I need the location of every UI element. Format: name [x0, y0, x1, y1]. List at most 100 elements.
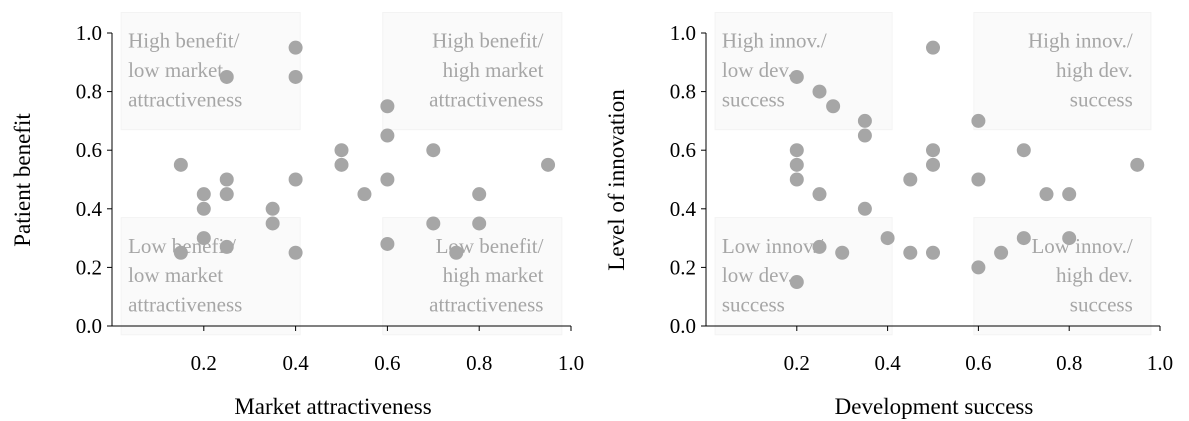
y-tick-label: 0.0 — [76, 314, 102, 338]
scatter-point — [903, 172, 918, 187]
quadrant-label: low market — [128, 58, 223, 82]
scatter-point — [196, 201, 211, 216]
scatter-point — [173, 157, 188, 172]
quadrant-label: low market — [128, 263, 223, 287]
scatter-point — [789, 69, 804, 84]
quadrant-box — [973, 11, 1152, 131]
scatter-point — [173, 245, 188, 260]
y-tick-label: 0.8 — [670, 80, 696, 104]
scatter-point — [789, 143, 804, 158]
quadrant-label: attractiveness — [128, 292, 242, 316]
scatter-point — [1062, 231, 1077, 246]
scatter-point — [812, 187, 827, 202]
scatter-point — [288, 172, 303, 187]
scatter-point — [1062, 187, 1077, 202]
y-tick-label: 0.6 — [670, 138, 696, 162]
x-tick-label: 0.8 — [466, 351, 492, 375]
scatter-point — [1016, 231, 1031, 246]
scatter-point — [926, 143, 940, 158]
quadrant-label: attractiveness — [429, 87, 543, 111]
x-axis-title: Development success — [835, 394, 1034, 419]
quadrant-box — [120, 11, 301, 131]
scatter-point — [857, 128, 872, 143]
quadrant-label: low dev. — [722, 263, 793, 287]
scatter-point — [380, 99, 395, 114]
scatter-point — [826, 99, 841, 114]
scatter-point — [219, 187, 234, 202]
quadrant-label: High innov./ — [1028, 29, 1133, 53]
scatter-point — [994, 245, 1009, 260]
y-tick-label: 0.4 — [76, 197, 103, 221]
scatter-point — [334, 157, 349, 172]
scatter-point — [857, 113, 872, 128]
scatter-point — [196, 187, 211, 202]
quadrant-label: high dev. — [1056, 58, 1133, 82]
x-tick-label: 1.0 — [558, 351, 584, 375]
scatter-point — [789, 172, 804, 187]
quadrant-box — [714, 11, 893, 131]
scatter-point — [472, 216, 487, 231]
x-tick-label: 0.6 — [374, 351, 400, 375]
quadrant-label: Low innov./ — [1031, 234, 1132, 258]
scatter-point — [426, 216, 441, 231]
scatter-point — [1130, 157, 1145, 172]
scatter-point — [265, 216, 280, 231]
scatter-point — [288, 69, 303, 84]
quadrant-label: attractiveness — [429, 292, 543, 316]
scatter-point — [219, 239, 234, 254]
y-tick-label: 1.0 — [76, 21, 102, 45]
scatter-point — [789, 157, 804, 172]
scatter-point — [835, 245, 850, 260]
x-axis-title: Market attractiveness — [234, 394, 431, 419]
scatter-point — [812, 84, 827, 99]
quadrant-label: success — [722, 87, 785, 111]
scatter-point — [196, 231, 211, 246]
quadrant-label: High benefit/ — [432, 29, 544, 53]
scatter-point — [219, 172, 234, 187]
scatter-point — [926, 40, 940, 55]
scatter-point — [357, 187, 372, 202]
scatter-point — [812, 239, 827, 254]
scatter-point — [926, 245, 940, 260]
quadrant-label: High benefit/ — [128, 29, 240, 53]
y-axis-title: Level of innovation — [604, 89, 629, 271]
y-tick-label: 0.2 — [76, 255, 102, 279]
scatter-point — [1039, 187, 1054, 202]
scatter-point — [265, 201, 280, 216]
y-tick-label: 0.8 — [76, 80, 102, 104]
quadrant-label: Low innov./ — [722, 234, 823, 258]
scatter-point — [880, 231, 895, 246]
quadrant-label: success — [1070, 292, 1133, 316]
y-tick-label: 0.4 — [670, 197, 697, 221]
quadrant-label: high market — [443, 58, 544, 82]
x-tick-label: 0.2 — [784, 351, 810, 375]
scatter-point — [903, 245, 918, 260]
scatter-point — [380, 172, 395, 187]
chart-panel-2: High innov./ low dev. success High innov./ h… — [604, 11, 1173, 419]
quadrant-label: High innov./ — [722, 29, 827, 53]
quadrant-box — [382, 217, 563, 336]
quadrant-label: low dev. — [722, 58, 793, 82]
chart-panel-1: High benefit/low market attractiveness Hig… — [10, 11, 584, 419]
scatter-point — [789, 275, 804, 290]
scatter-point — [219, 69, 234, 84]
scatter-point — [1016, 143, 1031, 158]
scatter-point — [334, 143, 349, 158]
x-tick-label: 0.6 — [965, 351, 991, 375]
x-tick-label: 0.4 — [282, 351, 309, 375]
scatter-point — [426, 143, 441, 158]
scatter-point — [857, 201, 872, 216]
y-tick-label: 0.6 — [76, 138, 102, 162]
quadrant-label: high market — [443, 263, 544, 287]
y-tick-label: 0.2 — [670, 255, 696, 279]
quadrant-label: attractiveness — [128, 87, 242, 111]
quadrant-label: success — [1070, 87, 1133, 111]
scatter-point — [380, 236, 395, 251]
scatter-point — [380, 128, 395, 143]
x-tick-label: 1.0 — [1147, 351, 1173, 375]
scatter-point — [971, 113, 986, 128]
y-tick-label: 1.0 — [670, 21, 696, 45]
x-tick-label: 0.8 — [1056, 351, 1082, 375]
x-tick-label: 0.2 — [191, 351, 217, 375]
